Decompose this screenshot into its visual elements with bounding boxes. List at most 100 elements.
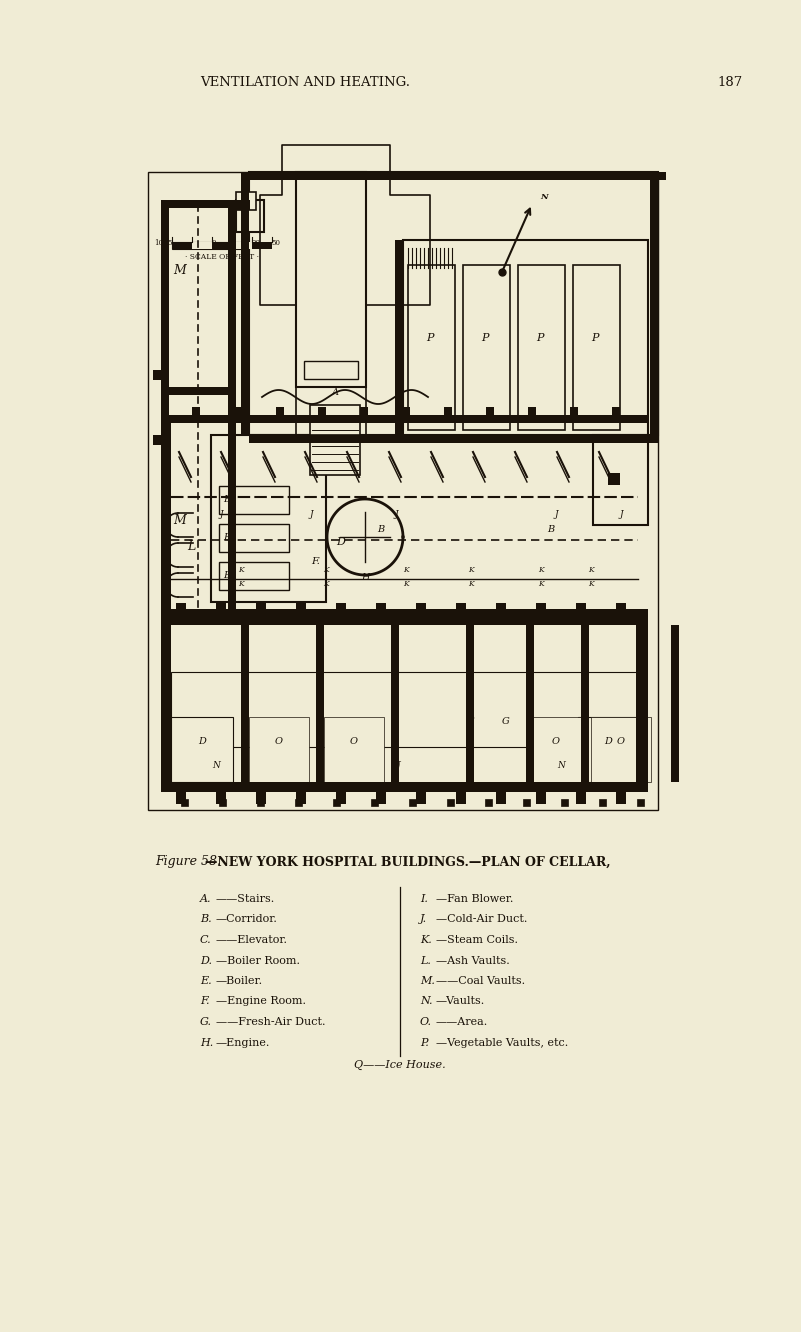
Bar xyxy=(638,615,648,793)
Bar xyxy=(444,408,452,421)
Bar xyxy=(561,799,568,806)
Text: A.: A. xyxy=(200,894,211,904)
Text: P: P xyxy=(591,333,599,344)
Bar xyxy=(456,790,466,805)
Text: L.: L. xyxy=(420,955,431,966)
Bar xyxy=(236,192,256,210)
Bar xyxy=(333,799,340,806)
Text: K: K xyxy=(238,579,244,587)
Text: —Fan Blower.: —Fan Blower. xyxy=(436,894,513,904)
Text: 10: 10 xyxy=(154,238,163,246)
Text: · SCALE OF FEET ·: · SCALE OF FEET · xyxy=(185,253,259,261)
Bar xyxy=(528,408,536,421)
Bar xyxy=(486,408,494,421)
Text: —Vaults.: —Vaults. xyxy=(436,996,485,1007)
Text: Q——Ice House.: Q——Ice House. xyxy=(354,1060,446,1070)
Bar xyxy=(416,790,426,805)
Bar xyxy=(241,625,249,782)
Bar xyxy=(576,790,586,805)
Bar xyxy=(360,408,368,421)
Bar xyxy=(581,625,589,782)
Text: N: N xyxy=(557,761,565,770)
Text: J: J xyxy=(219,510,223,519)
Text: E.: E. xyxy=(200,976,211,986)
Text: G: G xyxy=(502,718,510,726)
Text: J: J xyxy=(619,510,623,519)
Bar xyxy=(466,625,474,782)
Text: 50: 50 xyxy=(271,238,280,246)
Bar xyxy=(216,603,226,615)
Text: ——Stairs.: ——Stairs. xyxy=(216,894,276,904)
Bar xyxy=(304,361,358,380)
Text: —Corridor.: —Corridor. xyxy=(216,915,278,924)
Text: P: P xyxy=(536,333,544,344)
Bar xyxy=(336,603,346,615)
Text: J: J xyxy=(309,510,313,519)
Bar xyxy=(485,799,492,806)
Bar xyxy=(395,436,656,444)
Text: Figure 58.: Figure 58. xyxy=(155,855,221,868)
Text: D.: D. xyxy=(200,955,212,966)
Bar xyxy=(257,799,264,806)
Bar xyxy=(161,416,171,617)
Text: O: O xyxy=(350,738,358,746)
Text: G.: G. xyxy=(200,1018,212,1027)
Text: K: K xyxy=(538,579,544,587)
Bar xyxy=(402,408,410,421)
Text: 20: 20 xyxy=(251,238,260,246)
Text: —Cold-Air Duct.: —Cold-Air Duct. xyxy=(436,915,527,924)
Bar xyxy=(161,388,236,396)
Bar xyxy=(408,265,455,430)
Text: —Ash Vaults.: —Ash Vaults. xyxy=(436,955,509,966)
Bar xyxy=(256,790,266,805)
Bar xyxy=(153,370,163,380)
Text: J.: J. xyxy=(420,915,427,924)
Bar xyxy=(148,172,658,810)
Bar xyxy=(599,799,606,806)
Bar xyxy=(176,790,186,805)
Bar xyxy=(391,625,399,782)
Text: N: N xyxy=(212,761,220,770)
Bar xyxy=(211,436,326,602)
Bar xyxy=(241,172,666,180)
Bar xyxy=(232,242,252,249)
Bar xyxy=(324,717,384,782)
Bar xyxy=(616,790,626,805)
Text: 5: 5 xyxy=(167,238,171,246)
Bar xyxy=(161,615,648,625)
Text: P: P xyxy=(481,333,489,344)
Bar xyxy=(161,416,648,424)
Bar xyxy=(671,625,679,782)
Bar xyxy=(371,799,378,806)
Bar xyxy=(310,405,360,476)
Bar xyxy=(228,615,236,617)
Bar xyxy=(219,799,226,806)
Bar xyxy=(161,609,648,617)
Bar xyxy=(236,200,264,232)
Text: F.: F. xyxy=(200,996,210,1007)
Bar xyxy=(526,625,534,782)
Text: —Engine.: —Engine. xyxy=(216,1038,271,1047)
Bar xyxy=(496,603,506,615)
Text: VENTILATION AND HEATING.: VENTILATION AND HEATING. xyxy=(200,76,410,89)
Text: B.: B. xyxy=(200,915,211,924)
Bar xyxy=(456,603,466,615)
Bar xyxy=(409,799,416,806)
Bar xyxy=(252,242,272,249)
Text: F.: F. xyxy=(312,558,320,566)
Text: K: K xyxy=(588,579,594,587)
Text: 0: 0 xyxy=(211,238,215,246)
Bar xyxy=(416,603,426,615)
Bar xyxy=(403,240,648,436)
Text: E: E xyxy=(223,534,231,542)
Bar xyxy=(161,200,169,617)
Bar xyxy=(161,609,236,617)
Text: M: M xyxy=(174,514,187,526)
Bar xyxy=(536,603,546,615)
Bar xyxy=(296,790,306,805)
Bar xyxy=(249,717,309,782)
Bar xyxy=(616,603,626,615)
Text: 187: 187 xyxy=(718,76,743,89)
Text: ——Elevator.: ——Elevator. xyxy=(216,935,288,944)
Text: D: D xyxy=(336,537,345,547)
